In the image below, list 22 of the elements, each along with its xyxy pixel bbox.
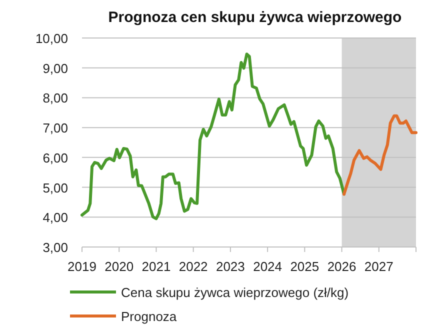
x-tick-label: 2026 (327, 259, 356, 274)
x-tick-label: 2020 (104, 259, 134, 274)
line-series (342, 114, 418, 196)
y-tick-label: 5,00 (42, 180, 68, 196)
line-series (80, 52, 346, 220)
x-tick-label: 2019 (68, 259, 96, 274)
legend-label: Cena skupu żywca wieprzowego (zł/kg) (121, 285, 349, 300)
chart-title: Prognoza cen skupu żywca wieprzowego (108, 9, 402, 26)
y-tick-label: 10,00 (35, 31, 68, 46)
x-tick-label: 2024 (253, 259, 282, 274)
y-tick-label: 8,00 (42, 90, 68, 106)
x-tick-label: 2023 (216, 259, 245, 274)
legend-label: Prognoza (121, 309, 178, 324)
x-tick-label: 2021 (142, 259, 171, 274)
y-tick-label: 9,00 (42, 60, 68, 76)
y-tick-label: 6,00 (42, 150, 68, 166)
y-tick-label: 4,00 (42, 210, 68, 226)
x-tick-label: 2022 (178, 259, 208, 274)
y-tick-label: 7,00 (42, 120, 68, 136)
x-tick-label: 2027 (364, 259, 394, 274)
x-tick-label: 2025 (290, 259, 320, 274)
y-tick-label: 3,00 (42, 240, 68, 255)
